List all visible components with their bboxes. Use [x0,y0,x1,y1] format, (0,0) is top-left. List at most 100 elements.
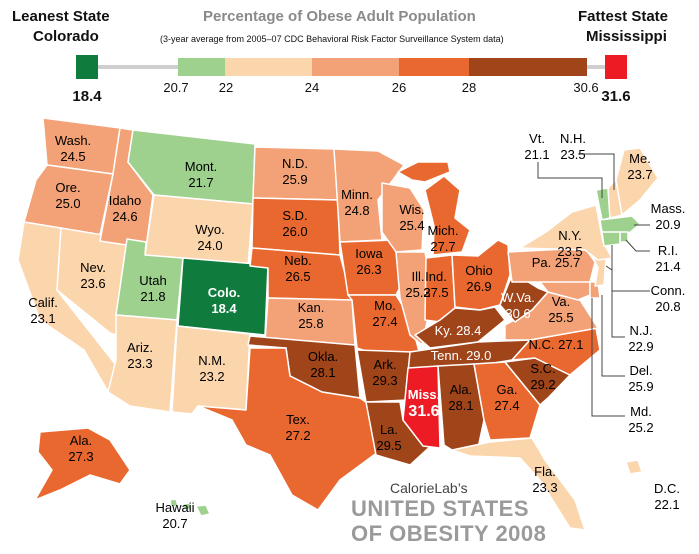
label-mi: Mich. 27.7 [427,223,458,254]
label-sc: S.C. 29.2 [530,361,555,392]
legend-bin-3 [312,58,399,76]
label-il: Ill. 25.3 [405,269,430,300]
label-ga: Ga. 27.4 [494,382,519,413]
chart-title: Percentage of Obese Adult Population [203,8,476,25]
branding-line1: CalorieLab’s [390,480,468,496]
label-wi: Wis. 25.4 [399,202,424,233]
label-wy: Wyo. 24.0 [195,222,225,253]
state-dc[interactable] [625,459,643,475]
label-co: Colo. 18.4 [208,285,241,316]
fattest-value: 31.6 [601,88,630,105]
label-dc: D.C. 22.1 [654,481,680,512]
label-ak: Ala. 27.3 [68,433,93,464]
state-mi[interactable] [424,175,471,256]
label-ok: Okla. 28.1 [308,349,338,380]
branding-line2: UNITED STATES [351,496,530,521]
leader-vt [537,162,603,198]
legend-bin-2 [225,58,312,76]
state-wi[interactable] [381,182,425,253]
label-hi: Hawaii 20.7 [155,500,194,531]
label-ne: Neb. 26.5 [284,253,311,284]
leanest-title: Leanest State [12,8,110,25]
label-mn: Minn. 24.8 [341,187,373,218]
legend-tick-2: 22 [219,80,233,95]
legend-max-swatch [605,55,627,79]
label-id: Idaho 24.6 [109,193,142,224]
label-nc: N.C. 27.1 [529,337,584,352]
label-ma: Mass. 20.9 [651,201,686,232]
state-ms[interactable] [402,365,441,449]
label-ia: Iowa 26.3 [355,246,383,277]
label-nh: N.H. 23.5 [560,131,586,162]
label-mo: Mo. 27.4 [372,298,397,329]
leader-nj [605,265,625,338]
label-ms: Miss. 31.6 [408,387,441,420]
label-al: Ala. 28.1 [448,382,473,413]
label-va: Va. 25.5 [548,294,573,325]
label-wv: W.Va. 30.6 [501,290,535,321]
state-az[interactable] [107,314,178,413]
label-wa: Wash. 24.5 [55,133,91,164]
legend-min-swatch [76,55,98,79]
leader-lines [537,153,650,417]
label-sd: S.D. 26.0 [282,208,307,239]
label-nv: Nev. 23.6 [80,260,106,291]
leader-de [601,295,625,377]
legend-tick-1: 20.7 [163,80,188,95]
leanest-value: 18.4 [72,88,102,105]
label-ks: Kan. 25.8 [298,300,325,331]
label-nj: N.J. 22.9 [628,323,653,354]
legend: 20.7 22 24 26 28 30.6 18.4 31.6 [72,55,631,105]
label-fl: Fla. 23.3 [532,464,557,495]
state-fl[interactable] [451,437,586,531]
label-me: Me. 23.7 [627,151,652,182]
label-tx: Tex. 27.2 [285,412,310,443]
leader-md [591,298,625,417]
state-mi-up[interactable] [397,161,451,183]
legend-bin-5 [469,58,587,76]
label-la: La. 29.5 [376,422,401,453]
fattest-title: Fattest State [578,8,669,25]
label-nm: N.M. 23.2 [198,353,225,384]
label-vt: Vt. 21.1 [524,131,549,162]
label-az: Ariz. 23.3 [127,340,153,371]
label-pa: Pa. 25.7 [532,255,580,270]
legend-tick-3: 24 [305,80,319,95]
fattest-state: Mississippi [586,28,667,45]
state-ct[interactable] [601,231,621,247]
state-il[interactable] [395,251,434,346]
state-hi[interactable] [169,498,211,517]
label-ky: Ky. 28.4 [435,323,482,338]
state-ak[interactable] [34,427,131,501]
label-ny: N.Y. 23.5 [557,228,582,259]
label-de: Del. 25.9 [628,363,653,394]
legend-tick-4: 26 [392,80,406,95]
legend-bin-4 [399,58,469,76]
label-nd: N.D. 25.9 [282,156,308,187]
legend-tick-5: 28 [462,80,476,95]
leader-ct [611,245,650,292]
state-ma[interactable] [599,215,641,235]
label-oh: Ohio 26.9 [465,263,492,294]
label-in: Ind. 27.5 [423,269,448,300]
label-ri: R.I. 21.4 [655,243,680,274]
label-md: Md. 25.2 [628,404,653,435]
chart-subtitle: (3-year average from 2005–07 CDC Behavio… [160,34,504,44]
label-ca: Calif. 23.1 [28,295,58,326]
label-or: Ore. 25.0 [55,180,80,211]
label-mt: Mont. 21.7 [185,159,218,190]
leanest-state: Colorado [33,28,99,45]
leader-ri [625,239,650,252]
label-ut: Utah 21.8 [139,273,166,304]
label-ct: Conn. 20.8 [651,283,686,314]
state-me[interactable] [615,147,659,216]
legend-bin-1 [178,58,225,76]
state-tx[interactable] [197,347,379,511]
label-tn: Tenn. 29.0 [431,348,492,363]
label-ar: Ark. 29.3 [372,357,397,388]
branding-line3: OF OBESITY 2008 [351,521,547,546]
leader-nh [578,153,615,190]
legend-tick-6: 30.6 [573,80,598,95]
